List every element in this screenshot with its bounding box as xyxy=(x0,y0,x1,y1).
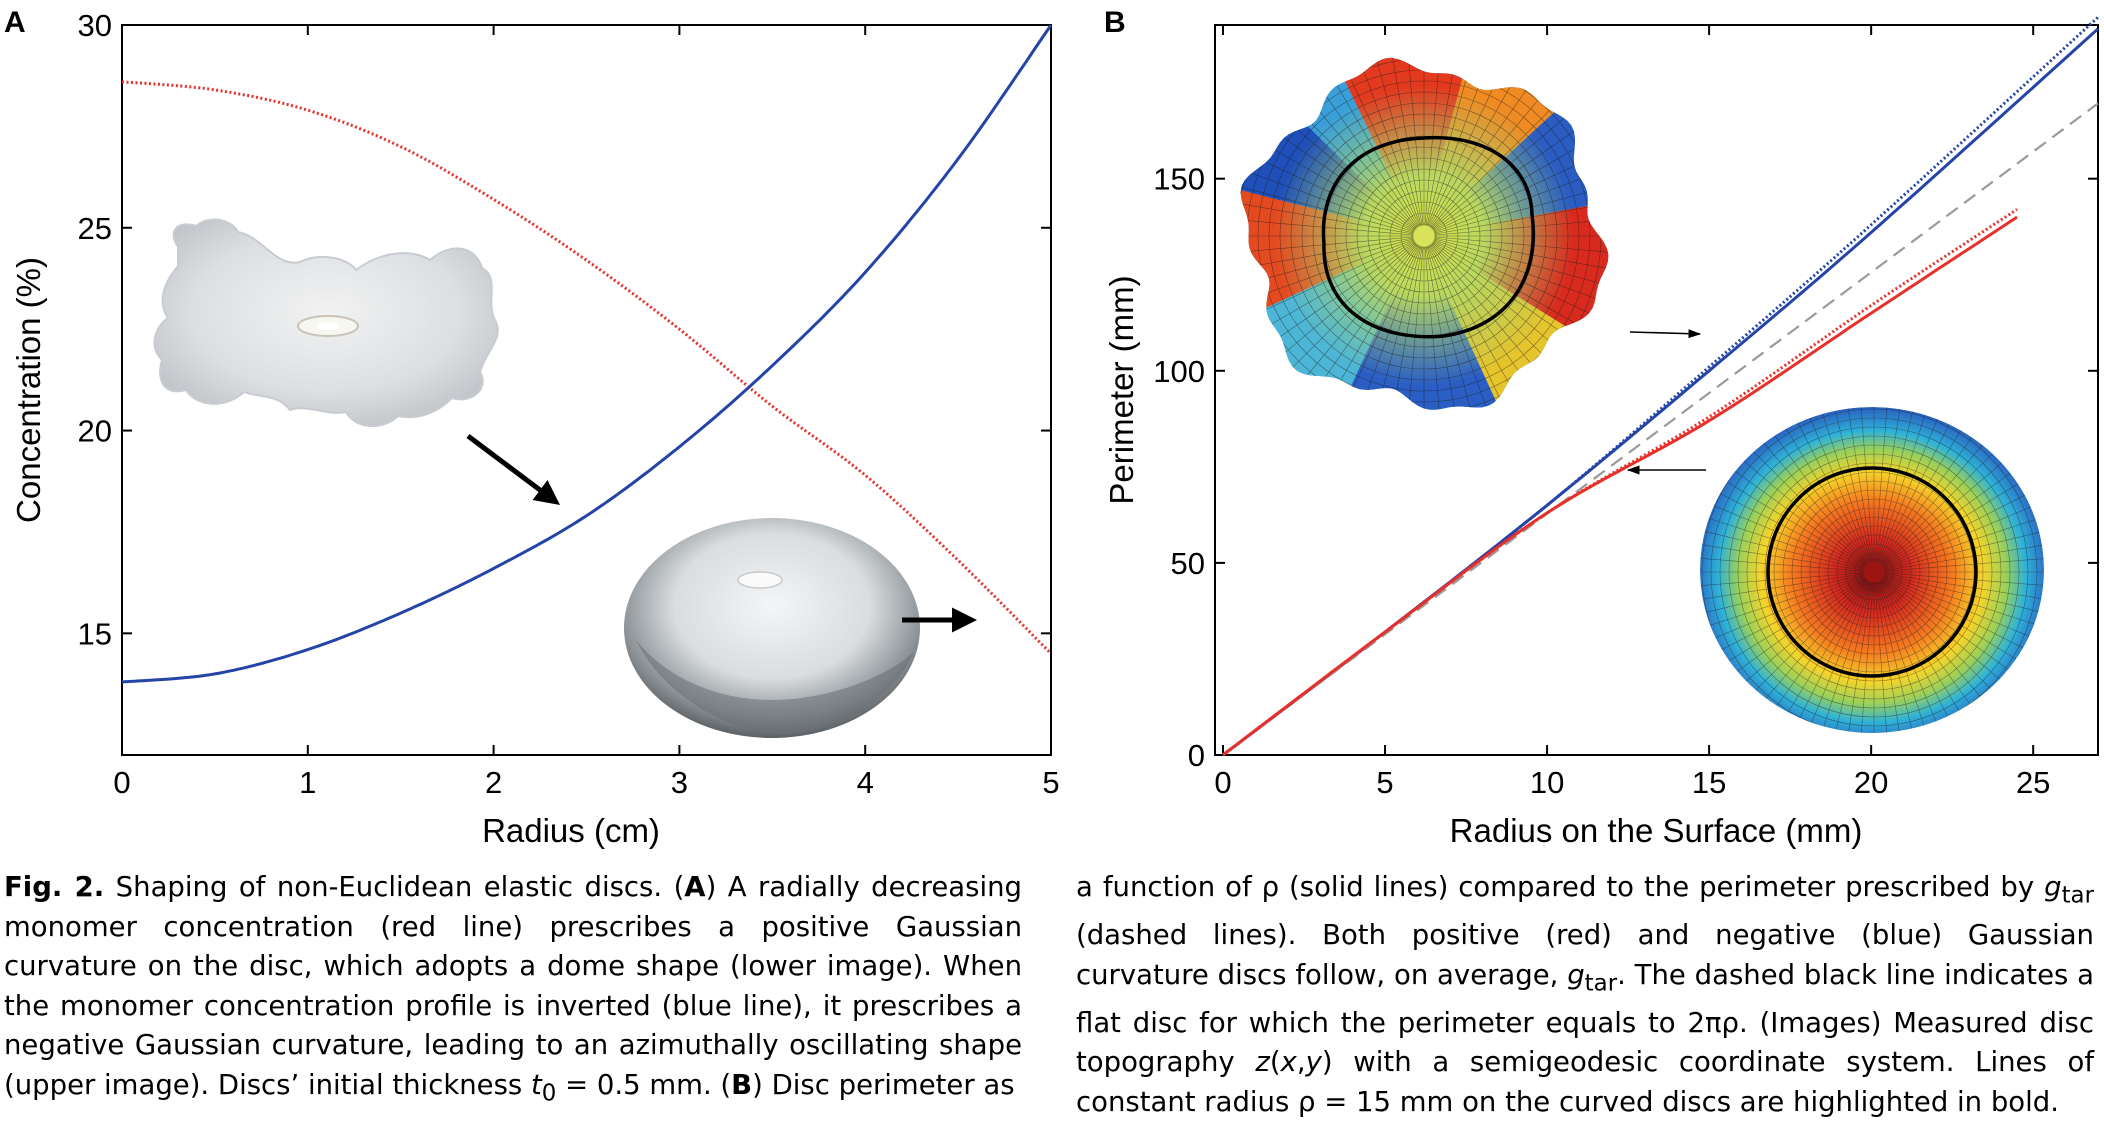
caption-right-column: a function of ρ (solid lines) compared t… xyxy=(1076,871,2095,1118)
panel-b-series-red-dotted xyxy=(1222,208,2018,757)
panel-b-series-dashed-dashed xyxy=(1222,102,2099,756)
panel-b-xlabel: Radius on the Surface (mm) xyxy=(1450,812,1863,849)
panel-b-xtick-label: 15 xyxy=(1692,765,1726,800)
panel-a-ylabel: Concentration (%) xyxy=(10,257,47,523)
positive-curvature-topography-map xyxy=(1700,407,2044,733)
panel-a-xtick-label: 1 xyxy=(299,765,316,800)
figure-label: Fig. 2. xyxy=(4,871,105,903)
panel-a-series xyxy=(121,24,1053,684)
panel-a-ytick-label: 20 xyxy=(78,414,112,449)
panel-b-axes-box xyxy=(1214,24,2099,756)
panel-a-xtick-label: 3 xyxy=(671,765,688,800)
negative-curvature-topography-map xyxy=(1240,57,1609,410)
panel-a-ytick-label: 25 xyxy=(78,211,112,246)
panel-a-ytick-label: 30 xyxy=(78,8,112,43)
figure: A 0 1 2 3 4 5 15 20 25 30 Radius (cm) Concentrati… xyxy=(4,6,2100,849)
panel-b-xtick-label: 10 xyxy=(1530,765,1564,800)
panel-a-xtick-label: 0 xyxy=(113,765,130,800)
panel-b-ytick-label: 150 xyxy=(1153,162,1205,197)
panel-b-ylabel: Perimeter (mm) xyxy=(1103,275,1140,504)
panel-b-xtick-label: 25 xyxy=(2016,765,2050,800)
caption-left-column: Fig. 2. Shaping of non-Euclidean elastic… xyxy=(4,871,1022,1107)
panel-b-letter: B xyxy=(1104,6,1126,39)
panel-b-xtick-label: 5 xyxy=(1376,765,1393,800)
panel-b-ytick-label: 100 xyxy=(1153,354,1205,389)
arrow-to-blue-curve xyxy=(1629,329,1702,339)
panel-a-axes-box xyxy=(121,24,1052,756)
panel-a-xtick-label: 4 xyxy=(857,765,874,800)
panel-a-ytick-label: 15 xyxy=(78,616,112,651)
panel-a-ticks: 0 1 2 3 4 5 15 20 25 30 xyxy=(78,8,1060,800)
arrow-to-blue-line xyxy=(466,434,560,505)
dome-disc-photo xyxy=(624,518,920,738)
panel-b-ytick-label: 0 xyxy=(1188,738,1205,773)
panel-b-xtick-label: 20 xyxy=(1854,765,1888,800)
panel-a-xtick-label: 2 xyxy=(485,765,502,800)
panel-a-xtick-label: 5 xyxy=(1042,765,1059,800)
panel-a-xlabel: Radius (cm) xyxy=(482,812,660,849)
panel-a-letter: A xyxy=(4,6,26,39)
panel-a-series-blue-solid xyxy=(121,24,1053,684)
panel-b-ytick-label: 50 xyxy=(1171,546,1205,581)
panel-b-xtick-label: 0 xyxy=(1214,765,1231,800)
panel-b-ticks: 0 5 10 15 20 25 0 50 100 150 xyxy=(1153,25,2098,800)
saddle-disc-photo xyxy=(153,218,499,428)
